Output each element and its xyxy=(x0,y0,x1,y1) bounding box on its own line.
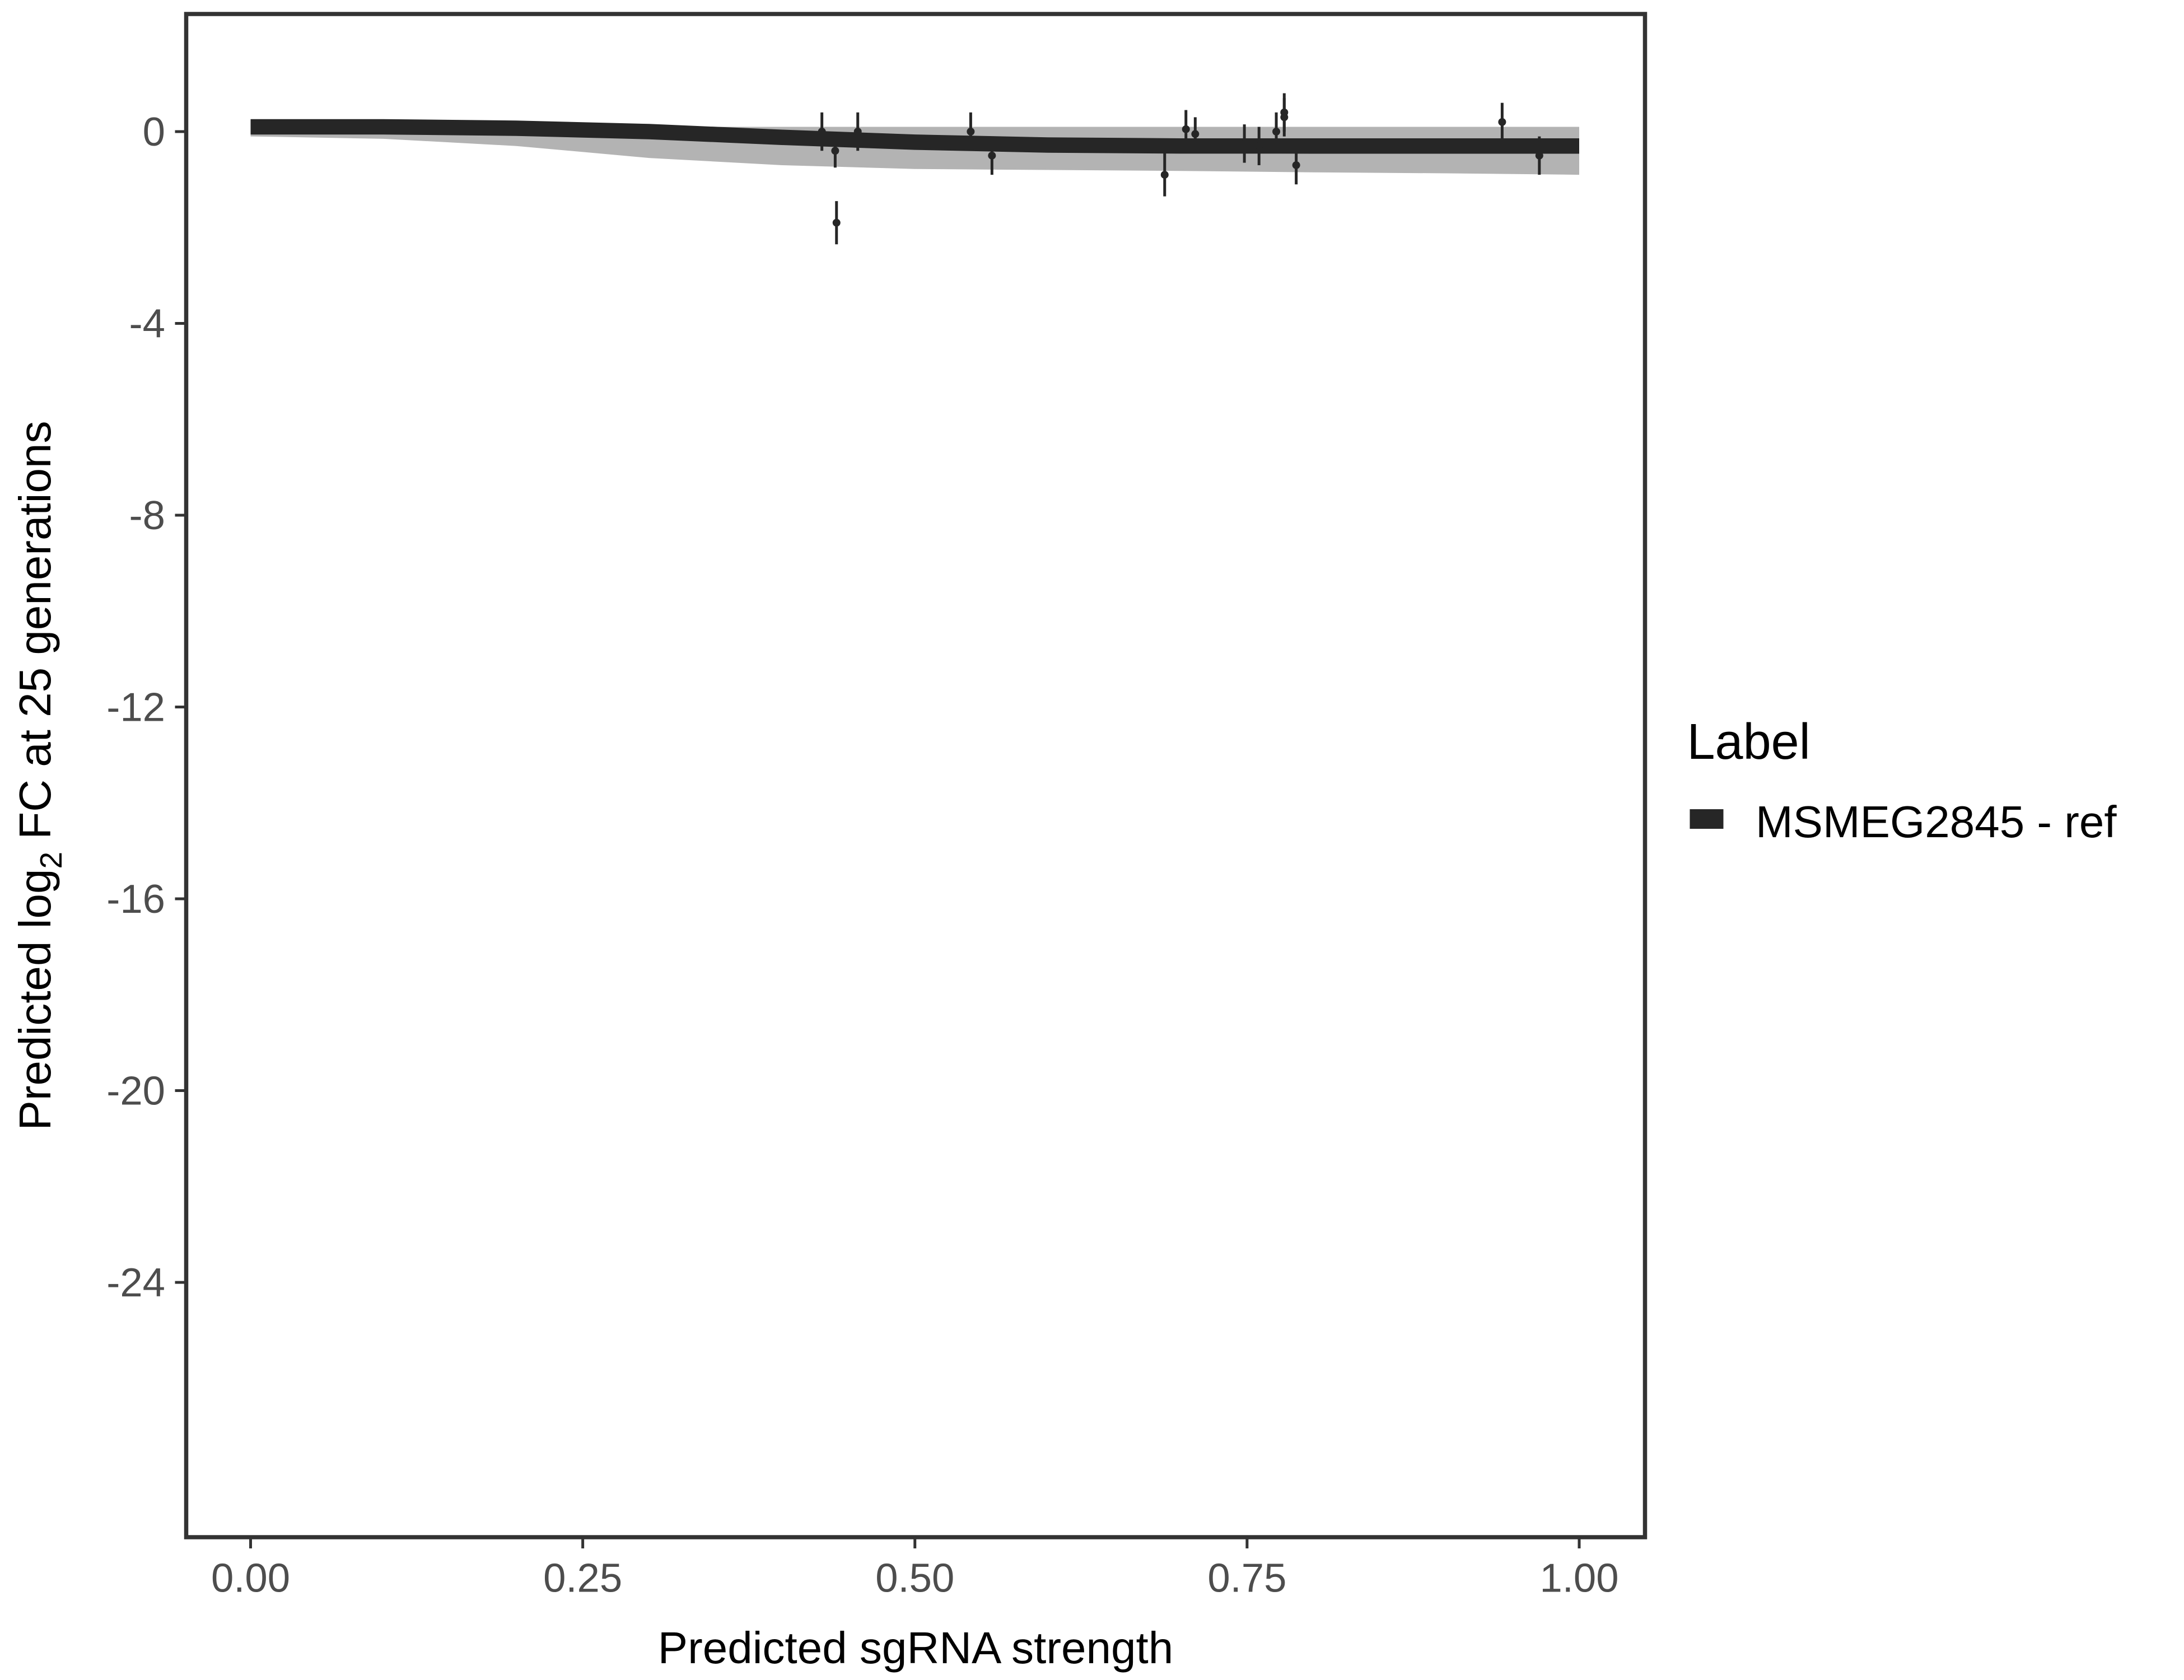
y-tick-label: 0 xyxy=(143,109,165,155)
y-tick-label: -8 xyxy=(129,493,165,538)
data-point xyxy=(853,128,862,136)
legend-key xyxy=(1690,809,1724,829)
x-tick-label: 0.50 xyxy=(875,1556,954,1601)
data-point xyxy=(1191,130,1200,138)
data-point xyxy=(831,147,839,155)
legend: Label MSMEG2845 - ref xyxy=(1687,714,2117,847)
y-axis: 0 -4 -8 -12 -16 -20 -24 xyxy=(106,109,186,1305)
x-axis: 0.00 0.25 0.50 0.75 1.00 xyxy=(211,1537,1619,1601)
data-point xyxy=(1535,151,1543,160)
y-tick-label: -12 xyxy=(106,685,165,730)
data-point xyxy=(1292,161,1300,169)
panel-border xyxy=(184,12,1648,1539)
data-point xyxy=(832,218,841,227)
data-point xyxy=(988,151,996,160)
y-tick-label: -20 xyxy=(106,1068,165,1114)
y-tick-label: -16 xyxy=(106,876,165,922)
legend-title: Label xyxy=(1687,714,1810,770)
x-tick-label: 0.75 xyxy=(1207,1556,1286,1601)
data-point xyxy=(818,128,826,136)
x-axis-label: Predicted sgRNA strength xyxy=(658,1623,1173,1673)
legend-label: MSMEG2845 - ref xyxy=(1756,797,2117,847)
data-point xyxy=(1182,125,1190,133)
data-point xyxy=(1280,113,1289,122)
y-axis-label: Predicted log2 FC at 25 generations xyxy=(10,421,68,1131)
x-tick-label: 1.00 xyxy=(1539,1556,1618,1601)
data-point xyxy=(1498,118,1506,126)
fit-line xyxy=(250,119,1579,154)
data-point xyxy=(1255,142,1263,150)
x-tick-label: 0.25 xyxy=(543,1556,622,1601)
y-tick-label: -24 xyxy=(106,1260,165,1305)
plot-area xyxy=(250,93,1579,245)
data-point xyxy=(1240,139,1249,148)
data-point xyxy=(1272,128,1281,136)
data-point xyxy=(967,128,975,136)
y-tick-label: -4 xyxy=(129,301,165,347)
x-tick-label: 0.00 xyxy=(211,1556,290,1601)
data-point xyxy=(1160,171,1169,179)
